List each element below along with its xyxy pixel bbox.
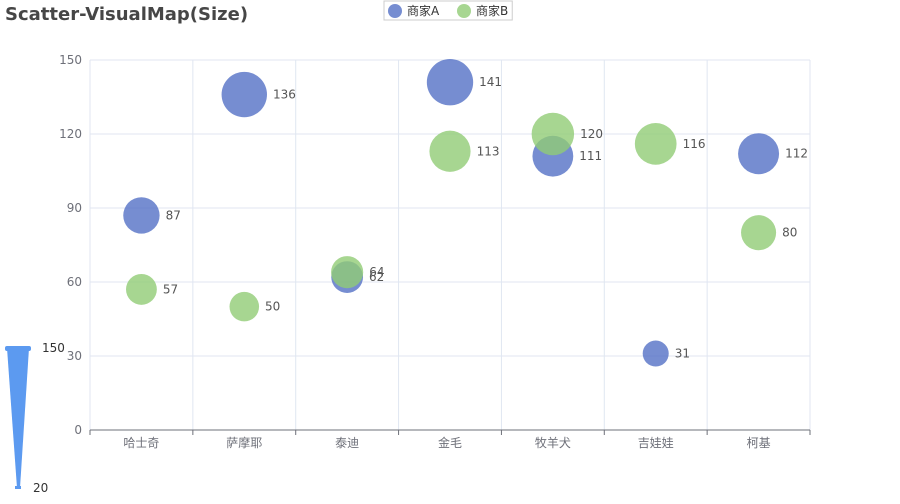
legend-label: 商家A (407, 3, 440, 18)
data-label: 136 (273, 88, 296, 102)
y-tick-label: 150 (59, 53, 82, 67)
data-labels: 87 136 62 141 111 31 112 57 50 64 113 120 116 80 (163, 75, 808, 360)
legend-border (383, 0, 513, 21)
series-layer (123, 59, 780, 367)
scatter-point[interactable] (634, 123, 677, 165)
grid-lines (89, 59, 811, 430)
scatter-point[interactable] (429, 130, 471, 172)
x-tick-label: 泰迪 (335, 436, 359, 450)
visual-map-handle-bottom[interactable] (15, 486, 21, 489)
x-tick-label: 牧羊犬 (535, 435, 571, 450)
x-tick-label: 柯基 (747, 436, 771, 450)
legend[interactable]: 商家A 商家B (383, 0, 513, 21)
legend-marker (457, 4, 471, 18)
legend-label: 商家B (476, 3, 508, 18)
scatter-point[interactable] (531, 112, 575, 156)
axes: 0 30 60 90 120 150 哈士奇 萨摩耶 泰迪 金毛 牧羊犬 吉娃娃 柯基 (59, 53, 811, 450)
visual-map-bar[interactable] (7, 348, 29, 488)
legend-marker (388, 4, 402, 18)
data-label: 120 (580, 127, 603, 141)
visual-map-max-label: 150 (42, 341, 65, 355)
data-label: 111 (579, 149, 602, 163)
series-b (126, 112, 777, 322)
y-tick-label: 120 (59, 127, 82, 141)
y-tick-label: 30 (67, 349, 82, 363)
data-label: 50 (265, 300, 280, 314)
x-tick-label: 吉娃娃 (638, 436, 674, 450)
data-label: 80 (782, 226, 797, 240)
data-label: 112 (785, 147, 808, 161)
legend-item[interactable]: 商家B (457, 3, 508, 18)
scatter-point[interactable] (123, 197, 160, 234)
scatter-point[interactable] (126, 273, 157, 305)
scatter-point[interactable] (741, 215, 777, 251)
y-tick-label: 90 (67, 201, 82, 215)
data-label: 116 (683, 137, 706, 151)
x-tick-label: 哈士奇 (123, 436, 159, 450)
data-label: 57 (163, 282, 178, 296)
y-tick-label: 60 (67, 275, 82, 289)
scatter-point[interactable] (221, 71, 267, 118)
visual-map-handle-top[interactable] (5, 346, 31, 351)
chart-title: Scatter-VisualMap(Size) (5, 4, 248, 25)
data-label: 87 (166, 208, 181, 222)
data-label: 64 (369, 265, 384, 279)
scatter-point[interactable] (229, 291, 260, 322)
series-a (123, 59, 780, 367)
visual-map[interactable]: 150 20 (5, 341, 65, 495)
scatter-point[interactable] (426, 59, 474, 106)
scatter-point[interactable] (331, 256, 364, 289)
y-tick-label: 0 (74, 423, 82, 437)
x-tick-label: 萨摩耶 (226, 435, 262, 450)
data-label: 62 (369, 270, 384, 284)
scatter-point[interactable] (642, 340, 669, 367)
data-label: 31 (675, 347, 690, 361)
data-label: 113 (477, 144, 500, 158)
data-label: 141 (479, 75, 502, 89)
scatter-point[interactable] (738, 133, 780, 175)
legend-item[interactable]: 商家A (388, 3, 440, 18)
x-tick-label: 金毛 (438, 435, 462, 450)
visual-map-min-label: 20 (33, 481, 48, 495)
